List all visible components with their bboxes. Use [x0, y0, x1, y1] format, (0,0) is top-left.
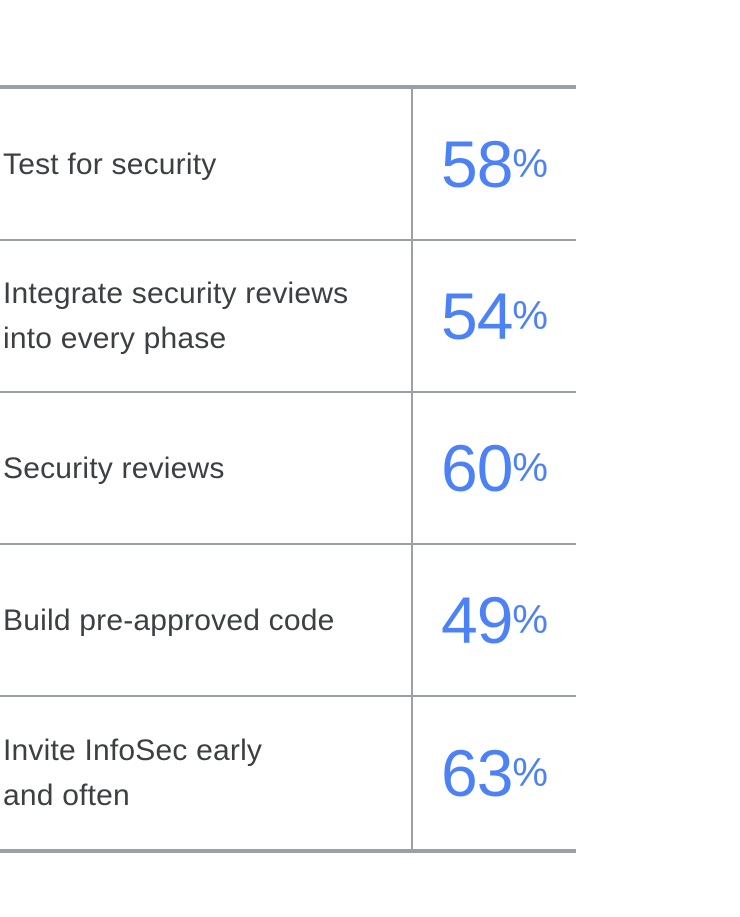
percent-sign: % [512, 750, 548, 795]
value-cell: 49% [413, 545, 576, 695]
practice-label: Build pre-approved code [3, 603, 335, 637]
table-row: Test for security 58% [0, 89, 576, 241]
security-practices-table: Test for security 58% Integrate security… [0, 85, 576, 853]
percent-value: 60 [441, 431, 513, 505]
label-cell: Invite InfoSec early and often [0, 697, 413, 849]
percent-value: 58 [441, 127, 513, 201]
practice-label: Test for security [3, 147, 217, 181]
table-row: Security reviews 60% [0, 393, 576, 545]
percent-sign: % [512, 445, 548, 490]
percent-value: 63 [441, 736, 513, 810]
table-row: Invite InfoSec early and often 63% [0, 697, 576, 849]
percent-sign: % [512, 597, 548, 642]
practice-label: Invite InfoSec early and often [3, 734, 263, 812]
value-cell: 63% [413, 697, 576, 849]
value-cell: 58% [413, 89, 576, 239]
percent-sign: % [512, 293, 548, 338]
practice-label: Integrate security reviews into every ph… [3, 277, 349, 355]
percent-sign: % [512, 141, 548, 186]
value-cell: 54% [413, 241, 576, 391]
label-cell: Test for security [0, 89, 413, 239]
label-cell: Integrate security reviews into every ph… [0, 241, 413, 391]
percent-value: 54 [441, 279, 513, 353]
percent-value: 49 [441, 583, 513, 657]
value-cell: 60% [413, 393, 576, 543]
table-row: Build pre-approved code 49% [0, 545, 576, 697]
label-cell: Security reviews [0, 393, 413, 543]
label-cell: Build pre-approved code [0, 545, 413, 695]
practice-label: Security reviews [3, 451, 225, 485]
table-row: Integrate security reviews into every ph… [0, 241, 576, 393]
